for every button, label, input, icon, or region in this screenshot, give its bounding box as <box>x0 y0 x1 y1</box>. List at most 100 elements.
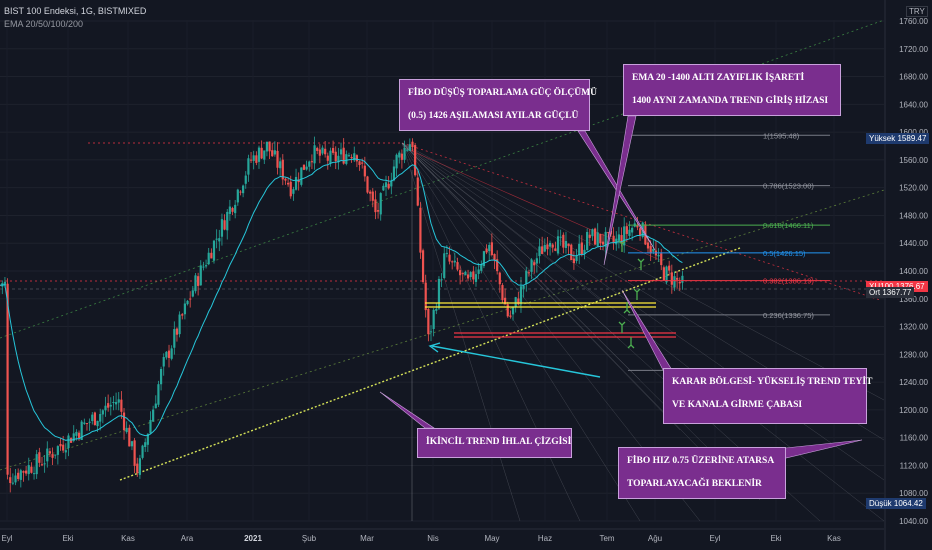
price-tag: Düşük 1064.42 <box>866 498 926 510</box>
price-tag-value: 1367.77 <box>882 288 912 298</box>
candle-body <box>358 161 361 165</box>
candle-body <box>464 271 467 276</box>
callout-fibo-power: FİBO DÜŞÜŞ TOPARLAMA GÜÇ ÖLÇÜMÜ (0.5) 14… <box>399 79 597 131</box>
candle-body <box>96 420 99 427</box>
candle-body <box>154 403 157 409</box>
candle-body <box>268 141 271 152</box>
callout-decision-zone-line1: KARAR BÖLGESİ- YÜKSELİŞ TREND TEYİT <box>672 377 873 387</box>
candle-body <box>189 298 192 300</box>
y-tick-label: 1280.00 <box>899 350 928 359</box>
candle-body <box>215 238 218 240</box>
ema-line <box>0 158 683 441</box>
candle-body <box>363 165 366 177</box>
candles <box>0 136 684 493</box>
candle-body <box>292 189 295 194</box>
candle-body <box>242 185 245 194</box>
candle-body <box>136 463 139 474</box>
candle-body <box>376 210 380 212</box>
candle-body <box>239 191 242 193</box>
candle-body <box>570 244 573 261</box>
candle-body <box>676 277 679 280</box>
candle-body <box>374 199 377 213</box>
candle-body <box>448 254 451 262</box>
signal-arrow-head <box>627 344 635 349</box>
candle-body <box>51 454 54 458</box>
signal-arrow-head <box>637 258 645 263</box>
candle-body <box>435 308 438 311</box>
x-tick-label: Eyl <box>709 534 720 543</box>
fib-level-label: 0.786(1523.00) <box>763 182 814 191</box>
currency-label[interactable]: TRY <box>906 6 928 17</box>
candle-body <box>387 183 390 189</box>
candle-body <box>234 204 237 214</box>
indicator-legend[interactable]: EMA 20/50/100/200 <box>4 19 84 29</box>
price-tag-value: 1589.47 <box>897 134 927 144</box>
candle-body <box>260 147 263 159</box>
candle-body <box>578 243 581 255</box>
callout-fibo-speed-line1: FİBO HIZ 0.75 ÜZERİNE ATARSA <box>627 456 775 466</box>
price-tag-label: Ort <box>869 288 883 298</box>
signal-arrow-head <box>623 309 631 314</box>
candle-body <box>204 265 208 267</box>
fib-fan-line <box>404 147 661 261</box>
candle-body <box>93 412 97 426</box>
candle-body <box>350 156 353 159</box>
symbol-title[interactable]: BIST 100 Endeksi, 1G, BISTMIXED <box>4 6 147 16</box>
y-tick-label: 1680.00 <box>899 73 928 82</box>
candle-body <box>38 452 41 463</box>
y-tick-label: 1600.00 <box>899 128 928 137</box>
fib-fan-line <box>401 142 581 522</box>
price-tag-value: 1376.67 <box>896 282 925 291</box>
candle-body <box>631 227 634 233</box>
candle-body <box>345 154 348 164</box>
x-axis: Eyl Eki Kas Ara 2021 Şub Mar Nis May Haz Tem Ağu Eyl… <box>0 528 884 543</box>
callout-fibo-power-line2: (0.5) 1426 AŞILAMASI AYILAR GÜÇLÜ <box>408 111 579 121</box>
candle-body <box>141 445 144 458</box>
pointer-ema-signal <box>603 115 637 266</box>
x-tick-label: Kas <box>121 534 135 543</box>
candle-body <box>548 242 552 247</box>
ema-20-line <box>0 158 683 441</box>
candle-body <box>19 470 22 480</box>
x-tick-label: Ağu <box>648 534 662 543</box>
candle-body <box>30 466 33 473</box>
y-tick-label: 1760.00 <box>899 17 928 26</box>
candle-body <box>501 285 504 301</box>
candle-body <box>297 179 300 183</box>
candle-body <box>556 236 560 254</box>
candle-body <box>284 178 287 181</box>
candle-body <box>40 464 44 466</box>
candle-body <box>384 182 388 188</box>
candle-body <box>59 444 62 447</box>
candle-body <box>54 454 57 456</box>
candle-body <box>302 164 306 170</box>
candle-body <box>541 246 544 254</box>
x-tick-label: Ara <box>181 534 194 543</box>
candle-body <box>281 159 284 180</box>
candle-body <box>535 258 538 264</box>
candle-body <box>551 244 554 248</box>
candle-body <box>25 470 28 474</box>
fib-fan-line <box>401 142 681 431</box>
candle-body <box>339 149 343 155</box>
fib-fan-line <box>401 142 885 522</box>
candle-body <box>255 155 258 163</box>
candle-body <box>379 193 382 215</box>
candle-body <box>432 309 435 329</box>
candle-body <box>538 246 541 257</box>
x-tick-label: Kas <box>827 534 841 543</box>
fib-level-label: 0.236(1336.75) <box>763 311 814 320</box>
candle-body <box>128 427 131 447</box>
candle-body <box>530 259 533 272</box>
callout-fibo-speed-line2: TOPARLAYACAĞI BEKLENİR <box>627 479 762 489</box>
candle-body <box>543 244 546 252</box>
candle-body <box>236 189 239 203</box>
y-tick-label: 1640.00 <box>899 100 928 109</box>
candle-body <box>451 261 454 263</box>
candle-body <box>85 423 89 425</box>
candle-body <box>313 145 316 164</box>
candle-body <box>165 351 168 358</box>
candle-body <box>247 158 250 175</box>
candle-body <box>308 161 311 167</box>
candle-body <box>588 234 591 238</box>
